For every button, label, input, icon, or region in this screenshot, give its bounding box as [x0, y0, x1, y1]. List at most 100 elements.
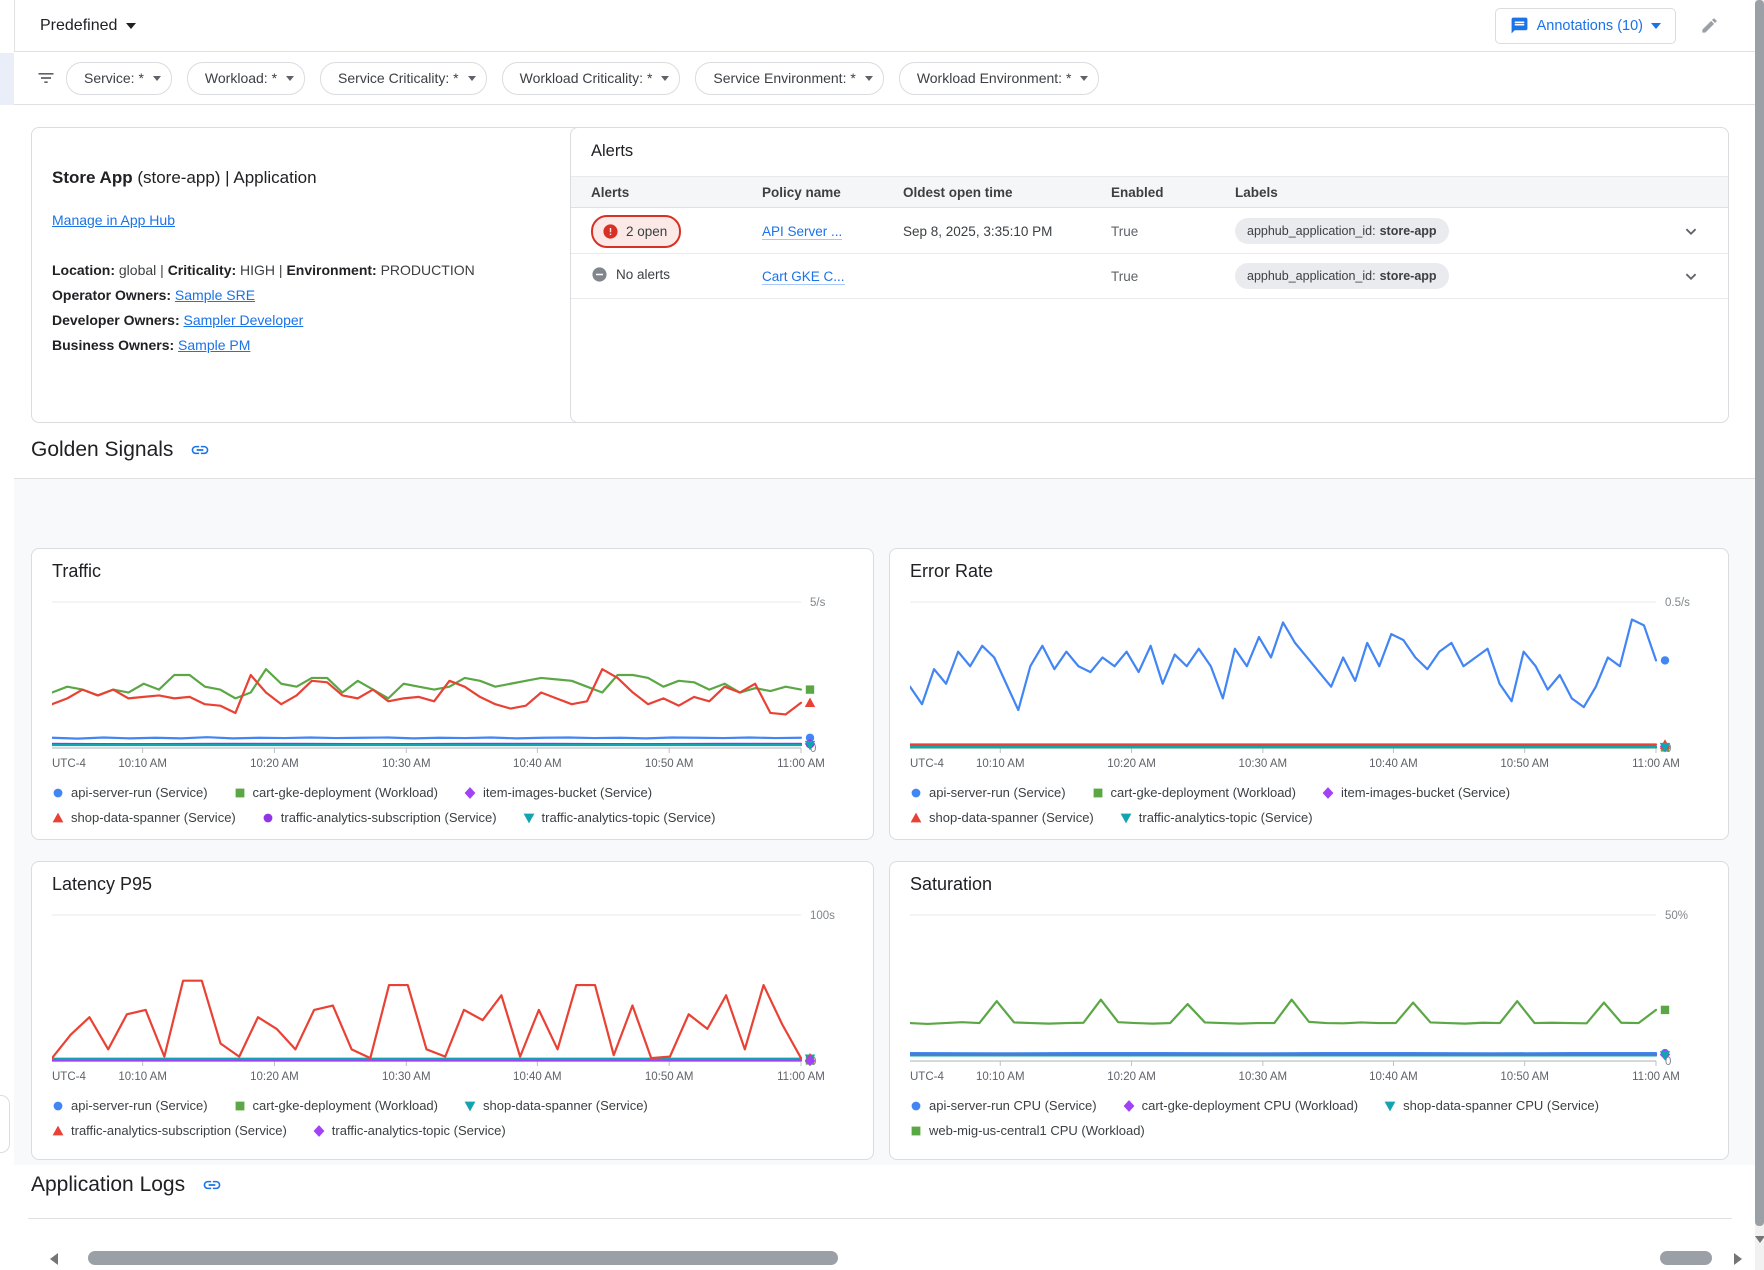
chart-legend: api-server-run (Service) cart-gke-deploym…: [52, 1098, 853, 1138]
alerts-card-title: Alerts: [591, 142, 634, 160]
vertical-scrollbar-thumb[interactable]: [1755, 0, 1764, 1226]
section-title: Golden Signals: [31, 438, 174, 461]
scroll-down-arrow[interactable]: [1754, 1236, 1764, 1243]
chain-link-icon[interactable]: [190, 440, 210, 460]
chart-title: Latency P95: [52, 874, 153, 894]
owner-line: Business Owners: Sample PM: [52, 337, 251, 353]
alerts-table-header: Alerts Policy name Oldest open time Enabled…: [571, 176, 1728, 208]
triangle-down-marker-icon: [1120, 813, 1132, 823]
svg-text:10:10 AM: 10:10 AM: [976, 758, 1025, 770]
legend-item[interactable]: item-images-bucket (Service): [464, 785, 652, 800]
chart-canvas: 50% 0 UTC-4 10:10 AM 10:20 AM 10:30 AM 10:40 A…: [910, 910, 1688, 1083]
chart-plot-area[interactable]: 5/s 0 UTC-4 10:10 AM 10:20 AM 10:30 AM 10:40 A…: [52, 589, 853, 771]
horizontal-scrollbar-thumb[interactable]: [88, 1251, 838, 1265]
scroll-right-arrow[interactable]: [1734, 1253, 1742, 1265]
error-circle-icon: [603, 223, 618, 239]
chart-plot-area[interactable]: 50% 0 UTC-4 10:10 AM 10:20 AM 10:30 AM 10:40 A…: [910, 902, 1708, 1084]
legend-item[interactable]: web-mig-us-central1 CPU (Workload): [910, 1123, 1145, 1138]
svg-text:UTC-4: UTC-4: [910, 1071, 944, 1083]
legend-item[interactable]: api-server-run (Service): [52, 785, 208, 800]
svg-text:UTC-4: UTC-4: [52, 758, 86, 770]
diamond-marker-icon: [464, 786, 476, 799]
svg-text:0: 0: [810, 743, 816, 755]
pencil-icon[interactable]: [1700, 16, 1719, 35]
owner-link[interactable]: Sample SRE: [174, 287, 256, 303]
legend-item[interactable]: traffic-analytics-subscription (Service): [262, 810, 497, 825]
horizontal-scrollbar-thumb-secondary[interactable]: [1660, 1251, 1712, 1265]
owner-link[interactable]: Sampler Developer: [183, 312, 304, 328]
legend-item[interactable]: api-server-run CPU (Service): [910, 1098, 1097, 1113]
alerts-column-header: Enabled: [1111, 184, 1164, 200]
svg-text:10:10 AM: 10:10 AM: [118, 758, 167, 770]
policy-link[interactable]: Cart GKE C...: [762, 268, 845, 285]
chain-link-icon[interactable]: [202, 1175, 222, 1195]
application-attributes-line: Location: global | Criticality: HIGH | E…: [52, 262, 475, 278]
section-title: Application Logs: [31, 1173, 186, 1196]
alert-status-badge: 2 open: [591, 214, 682, 248]
legend-item[interactable]: item-images-bucket (Service): [1322, 785, 1510, 800]
manage-in-app-hub-link[interactable]: Manage in App Hub: [52, 212, 175, 228]
legend-item[interactable]: traffic-analytics-topic (Service): [523, 810, 715, 825]
owner-link[interactable]: Sample PM: [178, 337, 251, 353]
svg-text:10:40 AM: 10:40 AM: [1369, 1071, 1418, 1083]
filter-chip[interactable]: Workload: *: [186, 61, 306, 95]
svg-text:10:50 AM: 10:50 AM: [645, 758, 694, 770]
legend-label: shop-data-spanner (Service): [929, 810, 1094, 825]
svg-text:10:30 AM: 10:30 AM: [382, 1071, 431, 1083]
annotations-button[interactable]: Annotations (10): [1494, 7, 1676, 44]
legend-item[interactable]: cart-gke-deployment (Workload): [234, 785, 438, 800]
filter-chip[interactable]: Service Criticality: *: [320, 61, 487, 95]
svg-text:UTC-4: UTC-4: [910, 758, 944, 770]
chevron-down-icon[interactable]: [1680, 265, 1702, 287]
collapsed-side-handle[interactable]: [0, 1095, 10, 1153]
svg-text:10:20 AM: 10:20 AM: [1107, 758, 1156, 770]
svg-text:10:50 AM: 10:50 AM: [1500, 758, 1549, 770]
svg-text:10:30 AM: 10:30 AM: [1239, 758, 1288, 770]
label-chip: apphub_application_id: store-app: [1235, 263, 1449, 289]
filter-chip[interactable]: Service Environment: *: [695, 61, 884, 95]
policy-link[interactable]: API Server ...: [762, 223, 843, 240]
legend-item[interactable]: shop-data-spanner (Service): [52, 810, 236, 825]
predefined-dropdown[interactable]: Predefined: [40, 17, 137, 35]
filter-chip-label: Service Environment: *: [713, 70, 856, 86]
legend-label: traffic-analytics-topic (Service): [331, 1123, 506, 1138]
chevron-down-icon: [661, 75, 670, 81]
filter-chip[interactable]: Service: *: [66, 61, 172, 95]
legend-item[interactable]: cart-gke-deployment CPU (Workload): [1123, 1098, 1358, 1113]
alert-row: No alerts Cart GKE C... True apphub_applica…: [571, 254, 1728, 299]
annotations-label: Annotations (10): [1536, 17, 1643, 34]
legend-item[interactable]: api-server-run (Service): [52, 1098, 208, 1113]
chart-legend: api-server-run CPU (Service) cart-gke-dep…: [910, 1098, 1708, 1138]
circle-marker-icon: [53, 788, 63, 797]
scroll-left-arrow[interactable]: [50, 1253, 58, 1265]
legend-item[interactable]: traffic-analytics-topic (Service): [1120, 810, 1313, 825]
chevron-down-icon: [1080, 75, 1089, 81]
legend-item[interactable]: cart-gke-deployment (Workload): [1092, 785, 1296, 800]
legend-item[interactable]: traffic-analytics-subscription (Service): [52, 1123, 287, 1138]
filter-chip[interactable]: Workload Criticality: *: [501, 61, 681, 95]
legend-label: api-server-run (Service): [929, 785, 1066, 800]
svg-text:10:40 AM: 10:40 AM: [513, 1071, 562, 1083]
chevron-down-icon[interactable]: [1680, 220, 1702, 242]
chart-card-traffic: Traffic 5/s 0 UTC-4 10:10 AM 10:20 AM 10:30 A…: [31, 548, 874, 840]
application-logs-heading: Application Logs: [31, 1173, 222, 1197]
legend-item[interactable]: shop-data-spanner (Service): [910, 810, 1094, 825]
triangle-up-marker-icon: [52, 1125, 64, 1135]
svg-text:0: 0: [1665, 1056, 1671, 1068]
legend-item[interactable]: api-server-run (Service): [910, 785, 1066, 800]
svg-text:11:00 AM: 11:00 AM: [777, 1071, 825, 1083]
legend-item[interactable]: traffic-analytics-topic (Service): [313, 1123, 506, 1138]
application-metadata: Location: global | Criticality: HIGH | E…: [52, 258, 564, 358]
legend-item[interactable]: shop-data-spanner (Service): [464, 1098, 648, 1113]
chart-title: Saturation: [910, 874, 993, 894]
triangle-down-marker-icon: [464, 1101, 476, 1111]
filter-chip-label: Workload: *: [204, 70, 278, 86]
alert-status-label: 2 open: [626, 223, 668, 239]
legend-item[interactable]: cart-gke-deployment (Workload): [234, 1098, 438, 1113]
filter-chip[interactable]: Workload Environment: *: [898, 61, 1100, 95]
legend-item[interactable]: shop-data-spanner CPU (Service): [1384, 1098, 1599, 1113]
